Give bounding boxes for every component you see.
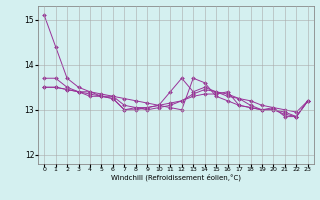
X-axis label: Windchill (Refroidissement éolien,°C): Windchill (Refroidissement éolien,°C)	[111, 174, 241, 181]
